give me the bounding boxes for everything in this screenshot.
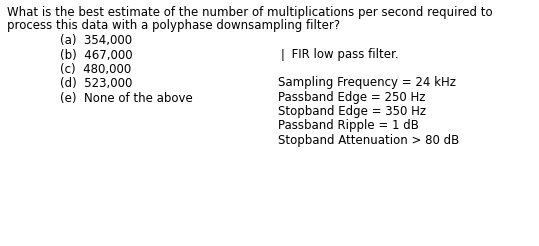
Text: (d)  523,000: (d) 523,000 [60,77,133,91]
Text: Stopband Attenuation > 80 dB: Stopband Attenuation > 80 dB [278,134,459,147]
Text: ❘ FIR low pass filter.: ❘ FIR low pass filter. [278,48,399,61]
Text: Passband Edge = 250 Hz: Passband Edge = 250 Hz [278,91,425,104]
Text: (a)  354,000: (a) 354,000 [60,34,132,47]
Text: Sampling Frequency = 24 kHz: Sampling Frequency = 24 kHz [278,76,456,89]
Text: What is the best estimate of the number of multiplications per second required t: What is the best estimate of the number … [7,6,493,19]
Text: (c)  480,000: (c) 480,000 [60,63,132,76]
Text: (b)  467,000: (b) 467,000 [60,48,133,62]
Text: (e)  None of the above: (e) None of the above [60,92,193,105]
Text: Passband Ripple = 1 dB: Passband Ripple = 1 dB [278,120,419,133]
Text: process this data with a polyphase downsampling filter?: process this data with a polyphase downs… [7,19,340,32]
Text: Stopband Edge = 350 Hz: Stopband Edge = 350 Hz [278,105,426,118]
